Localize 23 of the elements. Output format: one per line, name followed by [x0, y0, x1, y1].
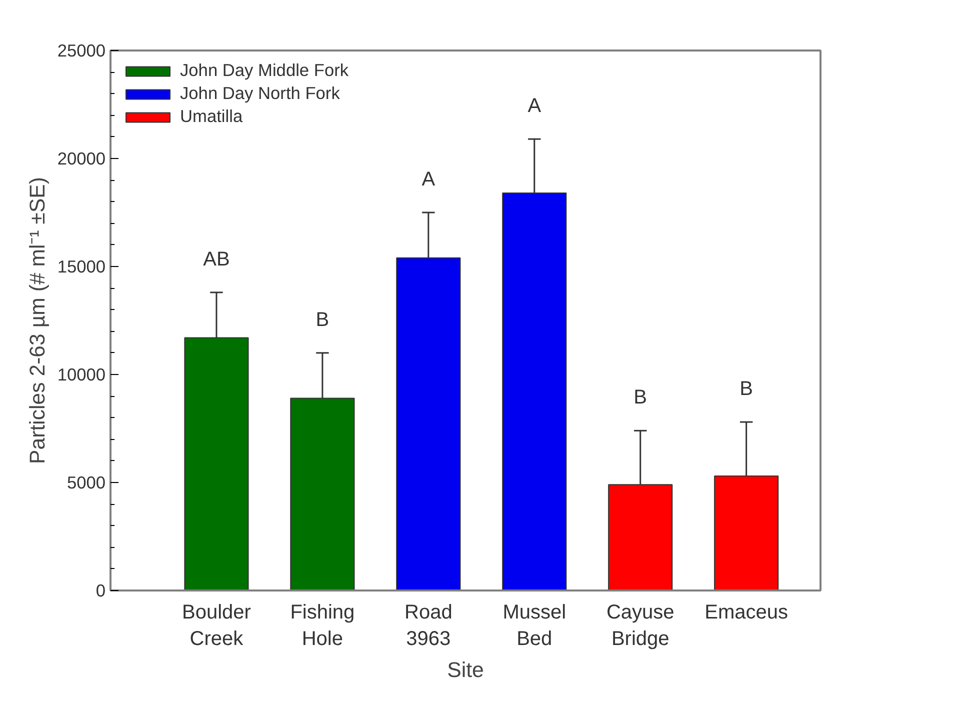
annotation: B [740, 378, 753, 400]
x-tick-label: Emaceus [704, 602, 788, 624]
annotation: B [316, 308, 330, 331]
y-tick-label: 5000 [66, 472, 106, 492]
x-tick-label: Fishing Hole [290, 602, 355, 650]
y-tick-label: 15000 [57, 256, 106, 276]
annotation: A [528, 95, 542, 118]
y-tick-label: 20000 [57, 148, 106, 168]
x-tick-label: Road 3963 [404, 602, 452, 650]
y-axis-title: Particles 2-63 µm (# ml⁻¹ ±SE) [25, 177, 50, 464]
x-tick-label: Boulder Creek [182, 602, 252, 650]
y-tick-label: 25000 [57, 40, 106, 60]
annotation: A [422, 168, 436, 190]
annotation: B [634, 386, 648, 409]
y-tick-label: 10000 [57, 364, 106, 384]
legend-label: John Day North Fork [180, 83, 340, 104]
annotation: AB [203, 248, 230, 270]
y-tick-label: 0 [96, 580, 106, 600]
legend-label: John Day Middle Fork [180, 60, 349, 81]
x-tick-label: Mussel Bed [502, 602, 566, 650]
x-axis-title: Site [447, 658, 484, 682]
legend-label: Umatilla [180, 106, 243, 127]
x-tick-label: Cayuse Bridge [606, 602, 674, 650]
